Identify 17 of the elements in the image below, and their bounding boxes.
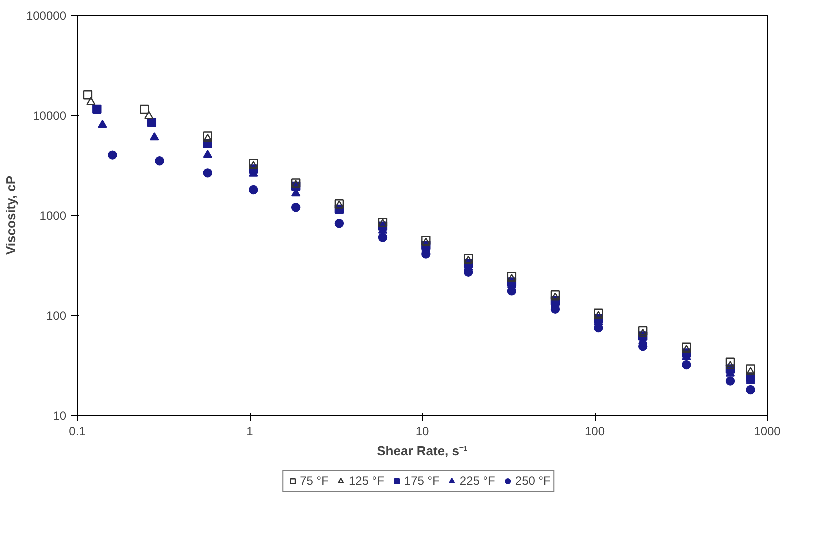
y-tick-label: 100000 [26,9,67,23]
x-tick-label: 1000 [754,424,782,438]
x-tick-label: 10 [416,424,430,438]
y-tick-label: 100 [46,309,67,323]
y-axis-title: Viscosity, cP [3,176,18,256]
legend-label: 225 °F [460,474,496,488]
x-tick-label: 100 [584,424,606,438]
y-tick-label: 10000 [33,109,67,123]
y-tick-label: 10 [53,409,67,423]
legend-label: 250 °F [515,474,551,488]
legend-label: 125 °F [348,474,384,488]
y-tick-label: 1000 [40,209,67,223]
x-tick-label: 0.1 [69,424,86,438]
legend-label: 75 °F [300,474,329,488]
x-tick-label: 1 [246,424,254,438]
legend-label: 175 °F [404,474,440,488]
x-axis-title: Shear Rate, s⁻¹ [377,444,468,458]
